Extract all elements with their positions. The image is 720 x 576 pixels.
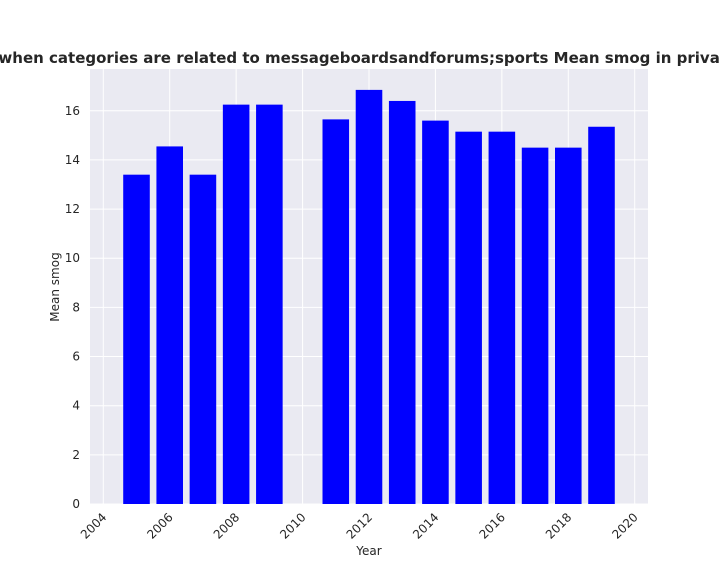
y-tick-labels: 0 2 4 6 8 10 12 14 16 — [65, 104, 80, 511]
bar-2007 — [189, 174, 217, 504]
x-tick-label: 2006 — [144, 510, 175, 541]
x-axis-label: Year — [355, 544, 381, 558]
bar-2017 — [521, 147, 549, 504]
bar-2014 — [422, 120, 449, 504]
x-tick-label: 2004 — [78, 510, 109, 541]
bars — [123, 89, 615, 505]
bar-2019 — [588, 126, 615, 504]
bar-2008 — [222, 104, 250, 504]
y-tick-label: 6 — [72, 350, 80, 364]
bar-2015 — [455, 131, 482, 504]
y-axis-label: Mean smog — [48, 252, 62, 321]
bar-2016 — [488, 131, 516, 504]
y-tick-label: 12 — [65, 202, 80, 216]
chart-title: Privacy policies when categories are rel… — [0, 49, 720, 67]
y-tick-label: 10 — [65, 251, 80, 265]
bar-2011 — [322, 119, 350, 505]
x-tick-label: 2020 — [609, 510, 640, 541]
y-tick-label: 8 — [72, 300, 80, 314]
x-tick-labels: 2004 2006 2008 2010 2012 2014 2016 2018 2020 — [78, 510, 641, 541]
y-tick-label: 2 — [72, 448, 80, 462]
x-tick-label: 2010 — [277, 510, 308, 541]
x-tick-label: 2012 — [344, 510, 375, 541]
y-tick-label: 16 — [65, 104, 80, 118]
bar-2006 — [156, 146, 183, 504]
bar-2013 — [388, 100, 416, 504]
bar-2005 — [123, 174, 150, 504]
bar-2018 — [555, 147, 582, 504]
x-tick-label: 2014 — [410, 510, 441, 541]
x-tick-label: 2018 — [543, 510, 574, 541]
bar-2009 — [256, 104, 283, 504]
bar-2012 — [355, 89, 383, 504]
y-tick-label: 14 — [65, 153, 80, 167]
y-tick-label: 0 — [72, 497, 80, 511]
x-tick-label: 2008 — [211, 510, 242, 541]
x-tick-label: 2016 — [476, 510, 507, 541]
y-tick-label: 4 — [72, 399, 80, 413]
